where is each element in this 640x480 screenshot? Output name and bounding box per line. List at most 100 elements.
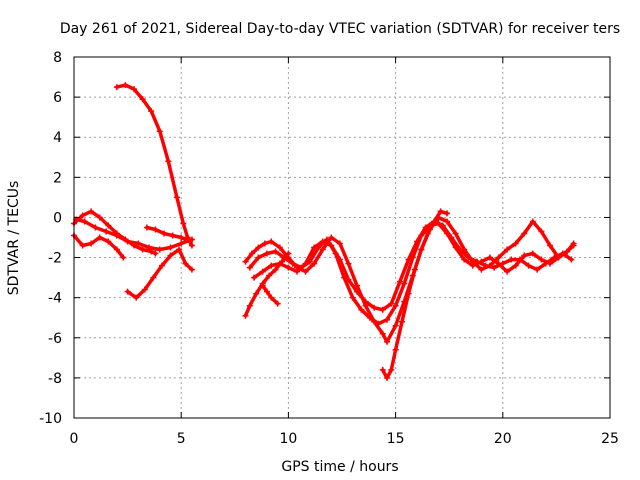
data-point <box>167 252 174 259</box>
x-axis-label: GPS time / hours <box>281 459 398 475</box>
data-point <box>261 240 268 247</box>
chart-title: Day 261 of 2021, Sidereal Day-to-day VTE… <box>60 21 620 37</box>
x-tick-label: 0 <box>70 431 79 447</box>
data-point <box>418 246 425 253</box>
data-point <box>482 262 489 269</box>
data-point <box>268 294 275 301</box>
data-point <box>148 108 155 115</box>
data-point <box>253 290 260 297</box>
data-point <box>478 266 485 273</box>
data-point <box>405 290 412 297</box>
data-point <box>542 260 549 267</box>
data-point <box>358 306 365 313</box>
data-point <box>173 194 180 201</box>
data-point <box>521 252 528 259</box>
data-point <box>146 244 153 251</box>
data-point <box>251 274 258 281</box>
y-tick-label: -6 <box>48 331 62 347</box>
data-point <box>486 254 493 261</box>
data-point <box>156 246 163 253</box>
data-point <box>392 346 399 353</box>
data-point <box>319 246 326 253</box>
y-tick-label: -10 <box>39 411 62 427</box>
plot-frame <box>73 56 611 419</box>
data-point <box>266 272 273 279</box>
data-point <box>508 256 515 263</box>
data-point <box>152 250 159 257</box>
data-point <box>178 234 185 241</box>
data-point <box>88 240 95 247</box>
data-point <box>285 264 292 271</box>
data-point <box>384 374 391 381</box>
data-point <box>319 238 326 245</box>
data-point <box>345 260 352 267</box>
data-point <box>124 238 131 245</box>
data-point <box>375 320 382 327</box>
data-point <box>150 274 157 281</box>
data-point <box>242 312 249 319</box>
data-point <box>272 266 279 273</box>
data-point <box>568 256 575 263</box>
data-point <box>180 220 187 227</box>
y-tick-label: -8 <box>48 371 62 387</box>
data-point <box>362 298 369 305</box>
x-tick-label: 25 <box>601 431 619 447</box>
grid-lines <box>74 57 610 418</box>
data-point <box>141 286 148 293</box>
data-point <box>504 246 511 253</box>
data-point <box>242 258 249 265</box>
y-tick-label: -2 <box>48 251 62 267</box>
data-point <box>302 268 309 275</box>
data-point <box>392 302 399 309</box>
data-point <box>529 250 536 257</box>
data-point <box>246 302 253 309</box>
data-point <box>379 330 386 337</box>
data-point <box>323 236 330 243</box>
data-point <box>328 242 335 249</box>
data-point <box>311 244 318 251</box>
data-point <box>439 222 446 229</box>
series-track-9 <box>251 218 575 313</box>
data-point <box>131 86 138 93</box>
data-point <box>139 246 146 253</box>
data-point <box>161 230 168 237</box>
data-point <box>448 234 455 241</box>
data-point <box>354 288 361 295</box>
data-point <box>456 246 463 253</box>
x-tick-label: 10 <box>279 431 297 447</box>
y-tick-label: 0 <box>53 210 62 226</box>
data-point <box>272 248 279 255</box>
data-point <box>437 208 444 215</box>
data-point <box>424 230 431 237</box>
data-point <box>113 246 120 253</box>
data-point <box>379 306 386 313</box>
data-point <box>401 280 408 287</box>
data-point <box>188 242 195 249</box>
series-track-12 <box>259 282 281 307</box>
data-point <box>143 224 150 231</box>
data-point <box>156 128 163 135</box>
data-point <box>124 288 131 295</box>
data-point <box>422 224 429 231</box>
data-point <box>570 242 577 249</box>
data-point <box>461 256 468 263</box>
data-point <box>379 366 386 373</box>
data-point <box>491 264 498 271</box>
data-point <box>559 250 566 257</box>
data-point <box>152 226 159 233</box>
data-point <box>96 214 103 221</box>
data-point <box>512 240 519 247</box>
data-point <box>96 234 103 241</box>
data-point <box>405 256 412 263</box>
data-point <box>285 250 292 257</box>
data-point <box>366 314 373 321</box>
data-point <box>186 238 193 245</box>
series-trace <box>243 251 291 318</box>
data-point <box>414 238 421 245</box>
data-point <box>452 230 459 237</box>
data-point <box>255 254 262 261</box>
data-point <box>546 242 553 249</box>
data-point <box>255 244 262 251</box>
y-axis-label: SDTVAR / TECUs <box>6 181 22 296</box>
data-point <box>465 254 472 261</box>
